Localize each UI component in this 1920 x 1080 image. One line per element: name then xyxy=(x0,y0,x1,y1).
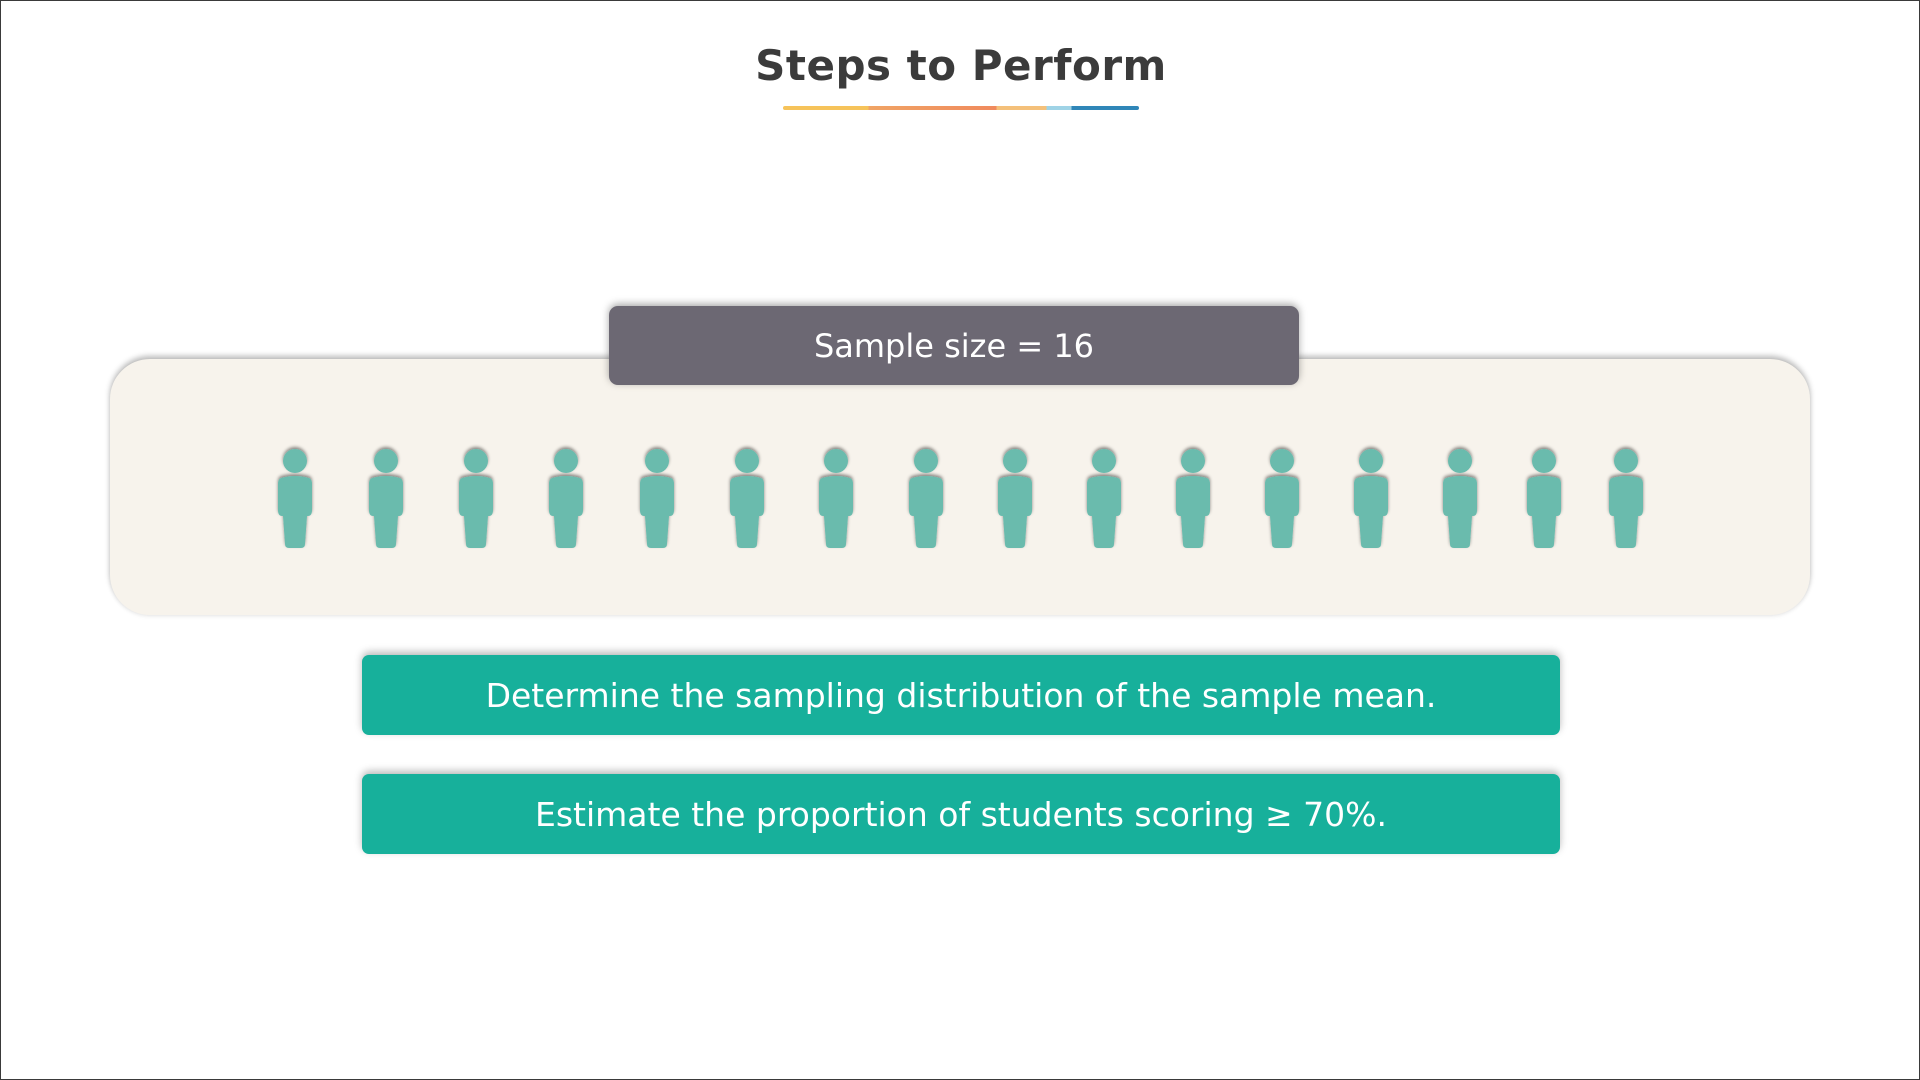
sample-size-label: Sample size = 16 xyxy=(813,326,1095,365)
page-title: Steps to Perform xyxy=(755,41,1167,90)
person-icon xyxy=(1082,444,1126,548)
person-icon xyxy=(814,444,858,548)
person-icon xyxy=(1438,444,1482,548)
step-2-label: Estimate the proportion of students scor… xyxy=(534,794,1387,834)
person-icon xyxy=(1171,444,1215,548)
person-icon xyxy=(273,444,317,548)
person-icon xyxy=(544,444,588,548)
title-underline xyxy=(783,106,1139,110)
person-icon xyxy=(993,444,1037,548)
person-icon xyxy=(725,444,769,548)
step-1-box: Determine the sampling distribution of t… xyxy=(362,655,1560,735)
person-icon xyxy=(1604,444,1648,548)
person-icon xyxy=(364,444,408,548)
sample-size-badge: Sample size = 16 xyxy=(609,306,1299,385)
step-2-box: Estimate the proportion of students scor… xyxy=(362,774,1560,854)
person-icon xyxy=(635,444,679,548)
person-icon xyxy=(1522,444,1566,548)
step-1-label: Determine the sampling distribution of t… xyxy=(485,675,1437,715)
person-icon xyxy=(1349,444,1393,548)
person-icon xyxy=(454,444,498,548)
person-icon xyxy=(904,444,948,548)
people-row xyxy=(1,444,1920,554)
person-icon xyxy=(1260,444,1304,548)
